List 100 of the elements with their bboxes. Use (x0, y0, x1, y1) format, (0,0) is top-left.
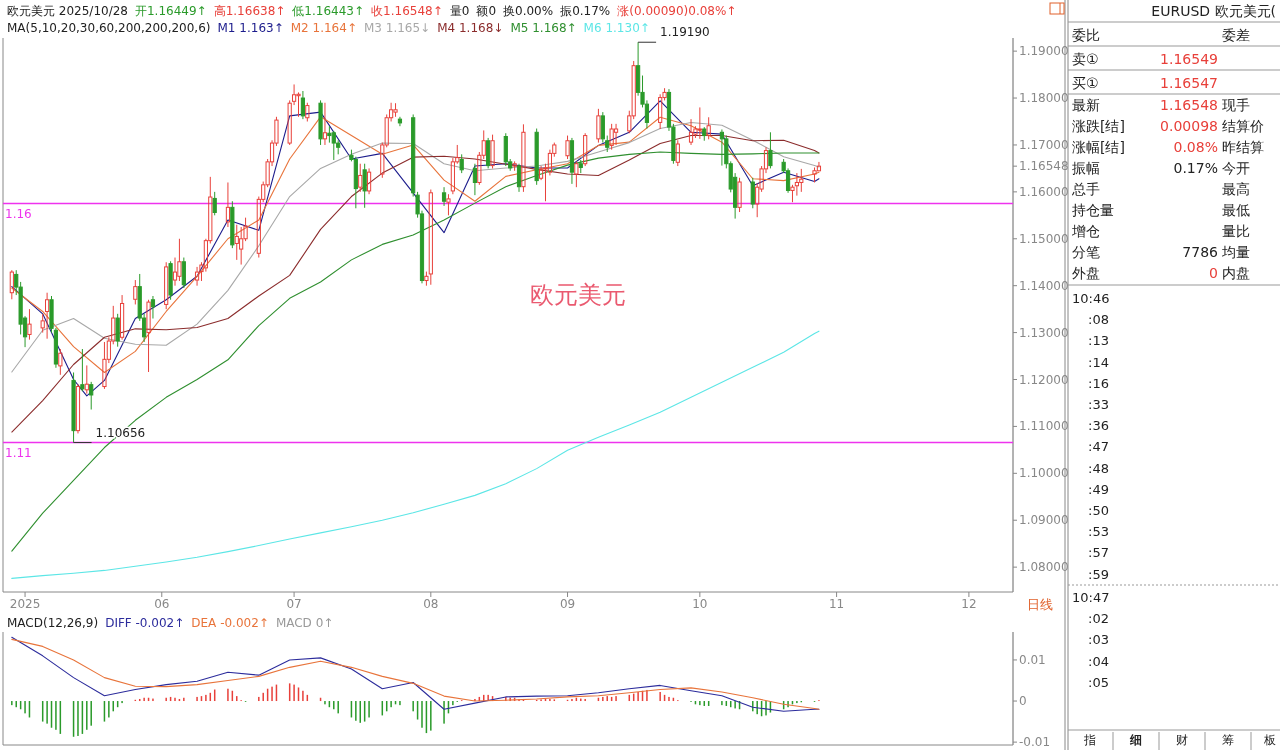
ref-line-label: 1.16 (5, 206, 32, 221)
chart-title: 欧元美元 2025/10/28 (7, 4, 128, 18)
text: 振幅 (1072, 160, 1100, 176)
text: M5 1.168↑ (510, 21, 577, 35)
text: 开1.16449↑ (134, 4, 207, 18)
text: 1.16547 (1160, 75, 1218, 91)
text: :08 (1088, 312, 1109, 328)
y-tick-label: 1.14000 (1019, 278, 1069, 293)
y-tick-label: 1.17000 (1019, 137, 1069, 152)
x-tick-label: 11 (828, 597, 845, 611)
text: :59 (1088, 566, 1109, 582)
y-tick-label: 1.11000 (1019, 419, 1069, 434)
text: 结算价 (1222, 118, 1264, 134)
text: :47 (1088, 439, 1109, 455)
y-tick-label: 1.13000 (1019, 325, 1069, 340)
y-tick-label: 1.19000 (1019, 44, 1069, 59)
text: M2 1.164↑ (290, 21, 357, 35)
text: :16 (1088, 375, 1109, 391)
text: 低1.16443↑ (292, 4, 365, 18)
text: DEA -0.002↑ (191, 616, 269, 630)
text: :02 (1088, 611, 1109, 627)
x-tick-label: 09 (559, 597, 576, 611)
y-tick-label: 1.16000 (1019, 184, 1069, 199)
text: 财 (1176, 733, 1188, 747)
x-tick-label: 08 (423, 597, 439, 611)
text: 换0.00% (503, 4, 554, 18)
text: 0 (1209, 265, 1218, 281)
text: 10:47 (1072, 590, 1110, 605)
text: 收1.16548↑ (371, 4, 443, 18)
text: :05 (1088, 674, 1109, 690)
y-tick-label: 1.16548 (1019, 159, 1069, 174)
text: 筹 (1222, 733, 1234, 747)
text: 细 (1129, 733, 1142, 747)
text: 委差 (1222, 27, 1250, 43)
text: 增仓 (1071, 223, 1100, 239)
text: 7786 (1182, 244, 1219, 260)
text: :48 (1088, 460, 1109, 476)
annotation: 1.19190 (660, 25, 710, 40)
text: :57 (1088, 545, 1109, 561)
text: :53 (1088, 524, 1109, 540)
text: 板 (1263, 733, 1276, 747)
text: 内盘 (1222, 265, 1250, 281)
text: 总手 (1071, 181, 1100, 197)
x-tick-label: 07 (286, 597, 302, 611)
text: EURUSD 欧元美元( (1151, 3, 1276, 19)
text: 振0.17% (560, 4, 611, 18)
text: 最新 (1072, 97, 1100, 113)
y-tick-label: 1.10000 (1019, 466, 1069, 481)
text: 额0 (476, 4, 497, 18)
text: :03 (1088, 632, 1109, 648)
text: :50 (1088, 503, 1109, 518)
annotation: 欧元美元 (530, 281, 626, 309)
x-tick-label: 12 (961, 597, 977, 611)
x-tick-label: 10 (692, 597, 708, 611)
text: MACD 0↑ (275, 616, 334, 630)
text: 0.00098 (1160, 118, 1218, 134)
text: 卖① (1072, 51, 1099, 67)
text: MA(5,10,20,30,60,200,200,200,6) (7, 21, 211, 35)
text: 1.16549 (1160, 51, 1218, 67)
text: 量比 (1222, 223, 1250, 239)
text: 最高 (1222, 181, 1250, 197)
text: DIFF -0.002↑ (105, 616, 185, 630)
x-tick-label: 2025 (9, 597, 41, 611)
text: :13 (1088, 333, 1109, 349)
ref-line-label: 1.11 (5, 445, 32, 460)
text: 0.08% (1173, 139, 1218, 155)
text: 涨幅[结] (1072, 139, 1125, 155)
text: 涨跌[结] (1072, 118, 1125, 134)
text: 现手 (1222, 97, 1250, 113)
y-tick-label: 1.18000 (1019, 91, 1069, 106)
text: 涨(0.00090)0.08%↑ (617, 4, 737, 18)
text: M6 1.130↑ (583, 21, 650, 35)
text: M3 1.165↓ (363, 21, 431, 35)
text: 10:46 (1072, 291, 1110, 306)
text: 1.16548 (1160, 97, 1218, 113)
text: 分笔 (1072, 244, 1100, 260)
text: 外盘 (1072, 265, 1100, 281)
text: 昨结算 (1222, 139, 1264, 155)
y-tick-label: 1.09000 (1019, 513, 1069, 528)
text: 指 (1083, 733, 1096, 747)
y-tick-label: 1.08000 (1019, 560, 1069, 575)
text: :14 (1088, 354, 1109, 370)
y-tick-label: 1.15000 (1019, 231, 1069, 246)
text: M1 1.163↑ (217, 21, 284, 35)
text: 委比 (1072, 27, 1100, 43)
text: M4 1.168↓ (437, 21, 504, 35)
text: 0.17% (1173, 160, 1218, 176)
y-tick-label: -0.01 (1019, 735, 1051, 750)
text: 持仓量 (1072, 202, 1114, 218)
text: :36 (1088, 418, 1109, 434)
text: 买① (1072, 75, 1099, 91)
text: :49 (1088, 481, 1109, 497)
text: 日线 (1027, 597, 1053, 612)
text: 今开 (1222, 160, 1250, 176)
y-tick-label: 1.12000 (1019, 372, 1069, 387)
text: :33 (1088, 397, 1109, 412)
text: 均量 (1221, 244, 1250, 260)
text: 最低 (1222, 202, 1250, 218)
text: 高1.16638↑ (213, 4, 286, 18)
chart-title: MACD(12,26,9) (7, 616, 99, 630)
